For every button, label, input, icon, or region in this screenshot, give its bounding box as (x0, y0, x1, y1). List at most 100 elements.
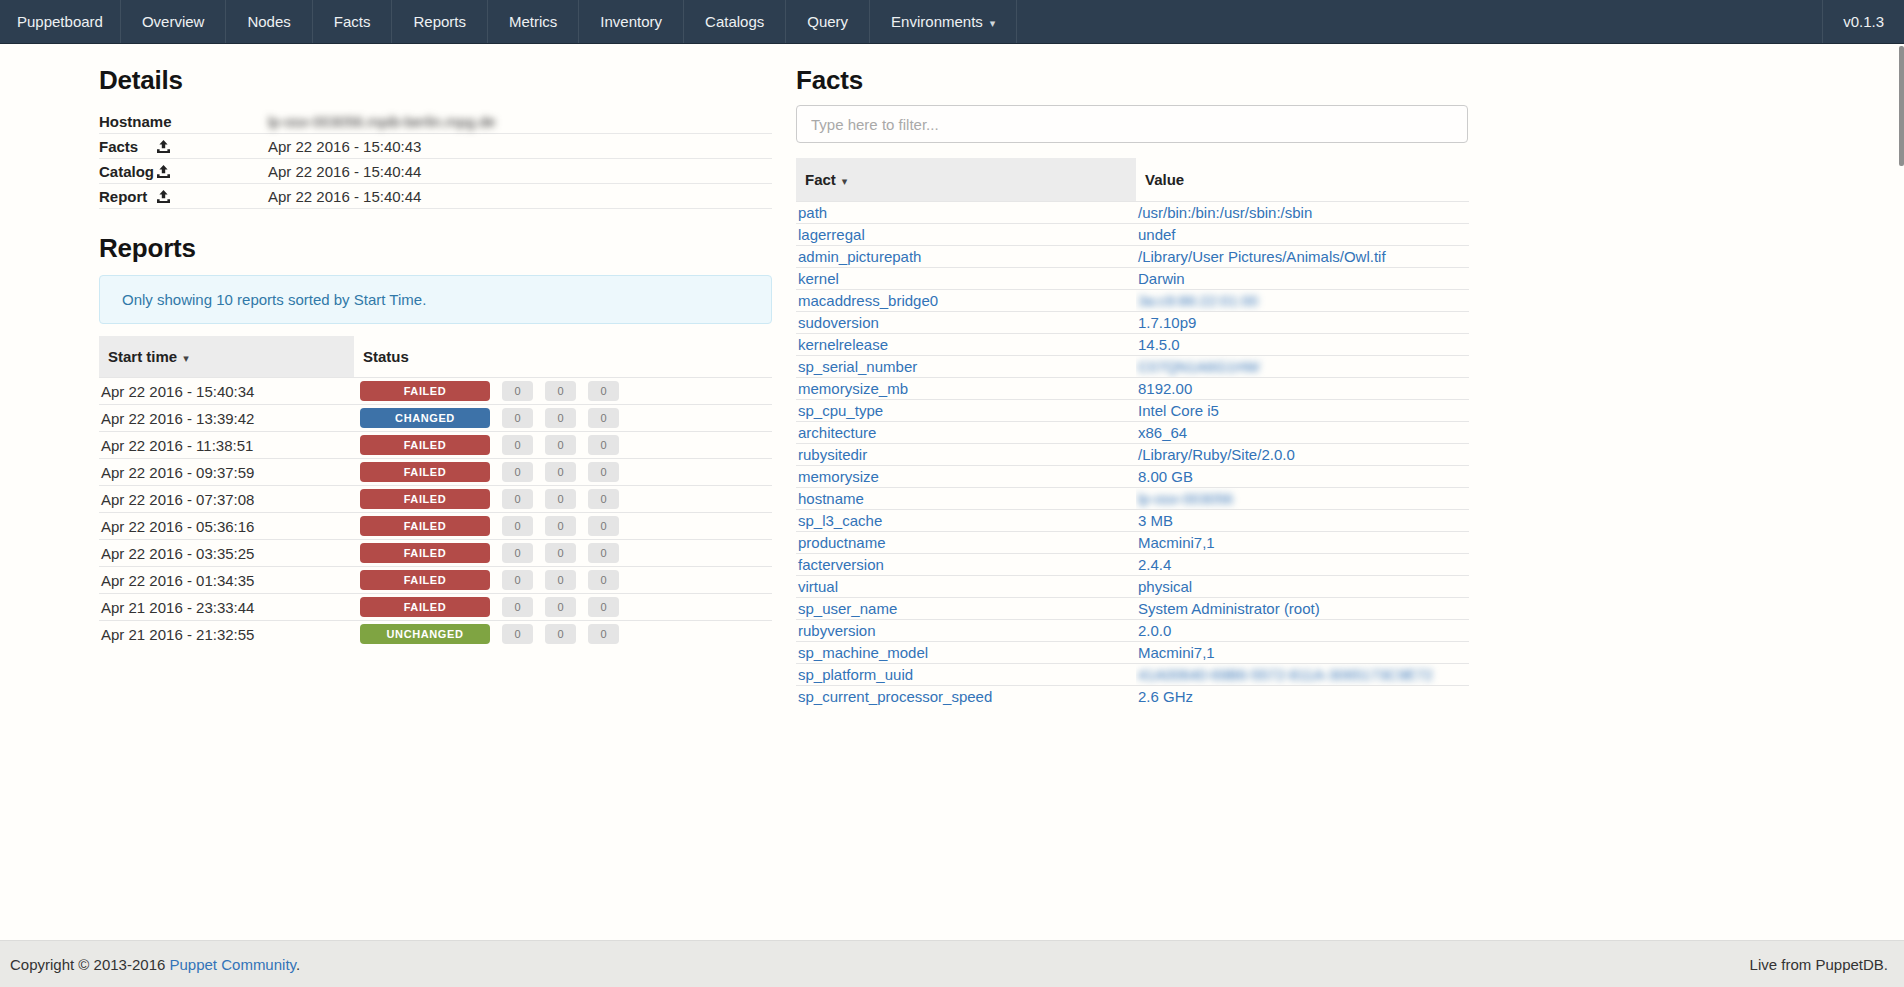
fact-name-link[interactable]: rubysitedir (798, 446, 867, 463)
count-badge: 0 (545, 408, 576, 428)
fact-name-link[interactable]: sudoversion (798, 314, 879, 331)
nav-item[interactable]: Environments▾ (870, 0, 1017, 43)
fact-name-link[interactable]: rubyversion (798, 622, 876, 639)
fact-value-link[interactable]: Intel Core i5 (1138, 402, 1219, 419)
fact-name-link[interactable]: virtual (798, 578, 838, 595)
fact-value-link[interactable]: 1.7.10p9 (1138, 314, 1196, 331)
fact-name-link[interactable]: sp_serial_number (798, 358, 917, 375)
fact-value-link[interactable]: undef (1138, 226, 1176, 243)
upload-icon[interactable] (157, 139, 170, 156)
fact-name-link[interactable]: lagerregal (798, 226, 865, 243)
right-column: Facts Fact▾ Value path /usr/bin:/bin:/us… (796, 55, 1469, 707)
table-row: macaddress_bridge0 3a:c9:86:22:01:00 (796, 290, 1469, 312)
fact-name-link[interactable]: sp_user_name (798, 600, 897, 617)
fact-name-link[interactable]: sp_machine_model (798, 644, 928, 661)
fact-name-link[interactable]: memorysize_mb (798, 380, 908, 397)
fact-name-link[interactable]: path (798, 204, 827, 221)
count-badge: 0 (545, 570, 576, 590)
fact-value-link[interactable]: /Library/User Pictures/Animals/Owl.tif (1138, 248, 1386, 265)
table-row: rubysitedir /Library/Ruby/Site/2.0.0 (796, 444, 1469, 466)
fact-name-link[interactable]: architecture (798, 424, 876, 441)
column-header-fact[interactable]: Fact▾ (796, 158, 1136, 202)
count-badge: 0 (588, 408, 619, 428)
nav-item[interactable]: Query▾ (786, 0, 870, 43)
fact-value-link[interactable]: 14.5.0 (1138, 336, 1180, 353)
detail-label: Facts (99, 138, 138, 155)
upload-icon[interactable] (157, 164, 170, 181)
detail-value: Apr 22 2016 - 15:40:44 (268, 163, 421, 180)
scrollbar-thumb[interactable] (1899, 46, 1904, 166)
fact-value-link[interactable]: lp-osx-003056 (1138, 490, 1233, 507)
fact-value-link[interactable]: 8192.00 (1138, 380, 1192, 397)
table-row: sp_platform_uuid 41A00640-69B6-5572-811A… (796, 664, 1469, 686)
nav-item[interactable]: Inventory▾ (579, 0, 684, 43)
fact-value-link[interactable]: Macmini7,1 (1138, 644, 1215, 661)
upload-icon[interactable] (157, 189, 170, 206)
detail-value: Apr 22 2016 - 15:40:44 (268, 188, 421, 205)
fact-name-link[interactable]: kernel (798, 270, 839, 287)
fact-name-link[interactable]: sp_cpu_type (798, 402, 883, 419)
count-badge: 0 (502, 489, 533, 509)
count-badge: 0 (588, 597, 619, 617)
fact-value-link[interactable]: C07QN1A6G1HW (1138, 358, 1260, 375)
status-badge: FAILED (360, 597, 490, 617)
brand-puppetboard[interactable]: Puppetboard (0, 0, 121, 43)
fact-value-link[interactable]: Macmini7,1 (1138, 534, 1215, 551)
table-row: sp_cpu_type Intel Core i5 (796, 400, 1469, 422)
nav-item[interactable]: Overview▾ (121, 0, 227, 43)
main-content: Details Hostname lp-osx-003056.mpib-berl… (99, 55, 1469, 707)
nav-item[interactable]: Facts▾ (313, 0, 393, 43)
fact-name-link[interactable]: admin_picturepath (798, 248, 921, 265)
table-row: Apr 21 2016 - 21:32:55 UNCHANGED 0 0 0 (99, 621, 772, 648)
table-row: Apr 22 2016 - 13:39:42 CHANGED 0 0 0 (99, 405, 772, 432)
fact-value-link[interactable]: x86_64 (1138, 424, 1187, 441)
fact-value-link[interactable]: 3a:c9:86:22:01:00 (1138, 292, 1258, 309)
fact-name-link[interactable]: kernelrelease (798, 336, 888, 353)
count-badge: 0 (545, 597, 576, 617)
table-row: Apr 22 2016 - 15:40:34 FAILED 0 0 0 (99, 378, 772, 405)
status-badge: FAILED (360, 570, 490, 590)
copyright-text: Copyright © 2013-2016 (10, 956, 165, 973)
status-badge: FAILED (360, 543, 490, 563)
fact-value-link[interactable]: 2.4.4 (1138, 556, 1171, 573)
report-start-time: Apr 22 2016 - 15:40:34 (99, 378, 354, 405)
fact-value-link[interactable]: physical (1138, 578, 1192, 595)
footer: Copyright © 2013-2016 Puppet Community. … (0, 940, 1904, 987)
count-badge: 0 (502, 381, 533, 401)
nav-item[interactable]: Catalogs▾ (684, 0, 786, 43)
fact-name-link[interactable]: macaddress_bridge0 (798, 292, 938, 309)
nav-item[interactable]: Metrics▾ (488, 0, 579, 43)
fact-name-link[interactable]: facterversion (798, 556, 884, 573)
count-badge: 0 (545, 381, 576, 401)
fact-name-link[interactable]: sp_l3_cache (798, 512, 882, 529)
count-badge: 0 (502, 435, 533, 455)
count-badge: 0 (588, 570, 619, 590)
column-header-start-time[interactable]: Start time▾ (99, 336, 354, 378)
fact-value-link[interactable]: 41A00640-69B6-5572-811A-3065173C9E72 (1138, 666, 1433, 683)
fact-value-link[interactable]: /usr/bin:/bin:/usr/sbin:/sbin (1138, 204, 1312, 221)
nav-item[interactable]: Reports▾ (392, 0, 488, 43)
fact-value-link[interactable]: Darwin (1138, 270, 1185, 287)
nav-item[interactable]: Nodes▾ (226, 0, 312, 43)
fact-value-link[interactable]: /Library/Ruby/Site/2.0.0 (1138, 446, 1295, 463)
fact-name-link[interactable]: productname (798, 534, 886, 551)
fact-value-link[interactable]: 2.0.0 (1138, 622, 1171, 639)
column-header-status[interactable]: Status (354, 336, 772, 378)
table-row: rubyversion 2.0.0 (796, 620, 1469, 642)
table-row: virtual physical (796, 576, 1469, 598)
details-table: Hostname lp-osx-003056.mpib-berlin.mpg.d… (99, 109, 772, 209)
fact-name-link[interactable]: sp_current_processor_speed (798, 688, 992, 705)
fact-value-link[interactable]: System Administrator (root) (1138, 600, 1320, 617)
facts-filter-input[interactable] (796, 105, 1468, 143)
fact-name-link[interactable]: memorysize (798, 468, 879, 485)
puppet-community-link[interactable]: Puppet Community (170, 956, 296, 973)
fact-name-link[interactable]: hostname (798, 490, 864, 507)
fact-value-link[interactable]: 2.6 GHz (1138, 688, 1193, 705)
fact-value-link[interactable]: 3 MB (1138, 512, 1173, 529)
report-start-time: Apr 21 2016 - 21:32:55 (99, 621, 354, 648)
facts-table: Fact▾ Value path /usr/bin:/bin:/usr/sbin… (796, 158, 1469, 707)
column-header-value[interactable]: Value (1136, 158, 1469, 202)
fact-value-link[interactable]: 8.00 GB (1138, 468, 1193, 485)
count-badge: 0 (545, 624, 576, 644)
fact-name-link[interactable]: sp_platform_uuid (798, 666, 913, 683)
